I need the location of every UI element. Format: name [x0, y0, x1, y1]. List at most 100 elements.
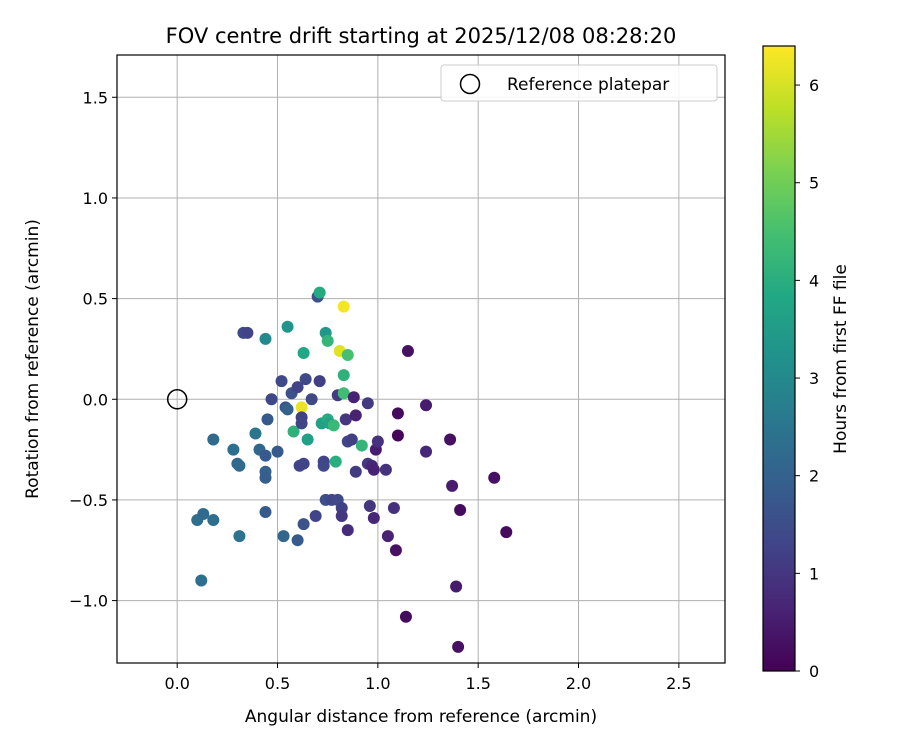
- reference-platepar-marker: [166, 389, 188, 410]
- scatter-point: [420, 399, 433, 412]
- scatter-point: [259, 471, 272, 484]
- y-tick-label: 0.5: [83, 290, 108, 309]
- scatter-point: [277, 530, 290, 543]
- scatter-point: [446, 479, 459, 492]
- scatter-point: [195, 574, 208, 587]
- scatter-point: [313, 286, 326, 299]
- plot-frame: [116, 54, 726, 664]
- scatter-point: [363, 499, 376, 512]
- scatter-point: [389, 544, 402, 557]
- scatter-point: [347, 391, 360, 404]
- scatter-point: [259, 332, 272, 345]
- colorbar-tick-label: 6: [809, 76, 819, 95]
- scatter-point: [401, 344, 414, 357]
- legend-label: Reference platepar: [507, 75, 669, 95]
- scatter-point: [488, 471, 501, 484]
- scatter-point: [317, 459, 330, 472]
- scatter-point: [321, 334, 334, 347]
- colorbar-gradient: [763, 46, 795, 671]
- scatter-point: [259, 506, 272, 519]
- y-tick-label: 1.5: [83, 88, 108, 107]
- scatter-point: [233, 530, 246, 543]
- scatter-point: [444, 433, 457, 446]
- y-tick-label: −0.5: [69, 491, 108, 510]
- scatter-point: [281, 320, 294, 333]
- y-tick-label: 1.0: [83, 189, 108, 208]
- scatter-point: [335, 510, 348, 523]
- scatter-point: [291, 534, 304, 547]
- x-tick-label: 1.0: [365, 674, 390, 693]
- x-tick-label: 2.5: [666, 674, 691, 693]
- scatter-point: [367, 512, 380, 525]
- scatter-point: [275, 375, 288, 388]
- scatter-point: [381, 530, 394, 543]
- scatter-point: [261, 413, 274, 426]
- colorbar-tick-label: 1: [809, 564, 819, 583]
- legend-reference-marker: [459, 73, 481, 95]
- scatter-point: [241, 326, 254, 339]
- scatter-point: [337, 387, 350, 400]
- scatter-point: [420, 445, 433, 458]
- scatter-point: [299, 373, 312, 386]
- scatter-point: [287, 425, 300, 438]
- y-axis: 1.5 1.0 0.5 0.0 −0.5 −1.0: [69, 88, 117, 611]
- scatter-point: [349, 465, 362, 478]
- scatter-point: [349, 409, 362, 422]
- scatter-point: [281, 403, 294, 416]
- x-tick-label: 2.0: [566, 674, 591, 693]
- x-tick-label: 0.5: [265, 674, 290, 693]
- scatter-point: [313, 375, 326, 388]
- x-axis-label: Angular distance from reference (arcmin): [245, 707, 597, 727]
- colorbar-tick-label: 2: [809, 467, 819, 486]
- chart-title: FOV centre drift starting at 2025/12/08 …: [166, 24, 677, 48]
- scatter-point: [367, 463, 380, 476]
- x-tick-label: 1.5: [465, 674, 490, 693]
- scatter-point: [207, 514, 220, 527]
- scatter-point: [379, 463, 392, 476]
- scatter-point: [233, 459, 246, 472]
- scatter-point: [297, 518, 310, 531]
- scatter-point: [305, 393, 318, 406]
- scatter-point: [327, 419, 340, 432]
- grid: [117, 55, 725, 663]
- scatter-points: [191, 286, 513, 653]
- colorbar-label: Hours from first FF file: [831, 264, 851, 454]
- scatter-point: [399, 610, 412, 623]
- y-tick-label: −1.0: [69, 592, 108, 611]
- scatter-point: [197, 508, 210, 521]
- scatter-point: [265, 393, 278, 406]
- scatter-point: [500, 526, 513, 539]
- scatter-point: [249, 427, 262, 440]
- colorbar-tick-label: 4: [809, 271, 819, 290]
- colorbar-tick-label: 0: [809, 662, 819, 681]
- colorbar-tick-label: 5: [809, 174, 819, 193]
- scatter-point: [291, 381, 304, 394]
- scatter-point: [361, 397, 374, 410]
- scatter-point: [337, 300, 350, 313]
- scatter-point: [341, 524, 354, 537]
- plot-area: [117, 55, 725, 663]
- scatter-point: [454, 503, 467, 516]
- scatter-point: [297, 457, 310, 470]
- scatter-point: [450, 580, 463, 593]
- scatter-point: [452, 640, 465, 653]
- legend-box: [440, 64, 718, 102]
- scatter-point: [341, 348, 354, 361]
- scatter-point: [339, 413, 352, 426]
- y-tick-label: 0.0: [83, 390, 108, 409]
- scatter-point: [295, 417, 308, 430]
- scatter-point: [337, 369, 350, 382]
- colorbar-ticks: 0 1 2 3 4 5 6: [795, 76, 819, 681]
- scatter-point: [387, 501, 400, 514]
- scatter-point: [271, 445, 284, 458]
- x-tick-label: 0.0: [164, 674, 189, 693]
- scatter-point: [301, 433, 314, 446]
- x-axis: 0.0 0.5 1.0 1.5 2.0 2.5: [164, 663, 692, 693]
- scatter-point: [345, 433, 358, 446]
- y-axis-label: Rotation from reference (arcmin): [23, 219, 43, 499]
- scatter-point: [297, 346, 310, 359]
- scatter-point: [227, 443, 240, 456]
- scatter-point: [329, 455, 342, 468]
- scatter-point: [259, 449, 272, 462]
- scatter-point: [391, 407, 404, 420]
